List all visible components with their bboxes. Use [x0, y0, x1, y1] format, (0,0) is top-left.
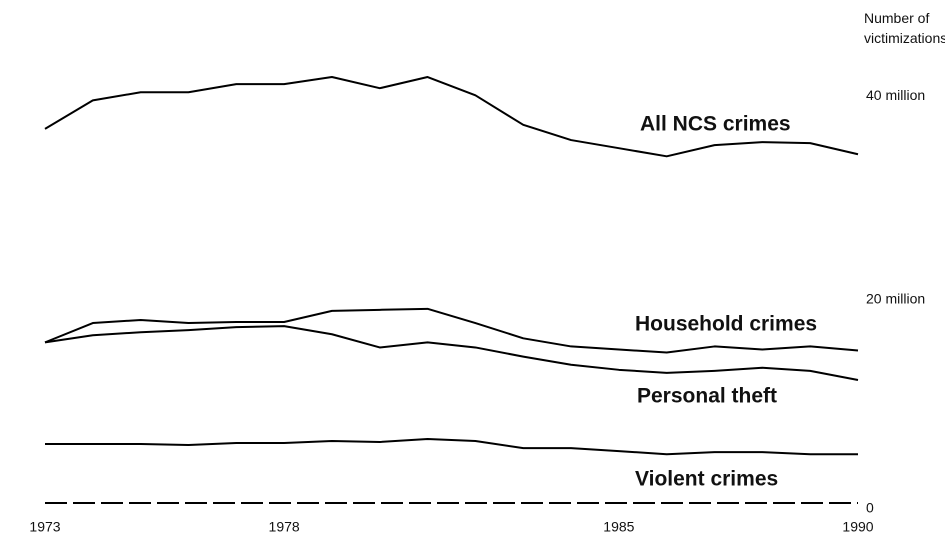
x-tick-label: 1973 [29, 519, 60, 535]
series-label: All NCS crimes [640, 113, 791, 136]
y-tick-label: 40 million [866, 87, 925, 103]
series-label: Household crimes [635, 313, 817, 336]
x-tick-label: 1978 [269, 519, 300, 535]
series-line [44, 325, 859, 381]
y-axis-label: Number of victimizations [864, 10, 945, 46]
series-label: Personal theft [637, 385, 777, 408]
y-tick-label: 0 [866, 500, 874, 516]
series-line [44, 76, 859, 158]
series-line [44, 307, 859, 354]
series-line [45, 437, 858, 456]
series-label: Violent crimes [635, 468, 778, 491]
x-tick-label: 1985 [603, 519, 634, 535]
x-tick-label: 1990 [842, 519, 873, 535]
y-tick-label: 20 million [866, 290, 925, 306]
